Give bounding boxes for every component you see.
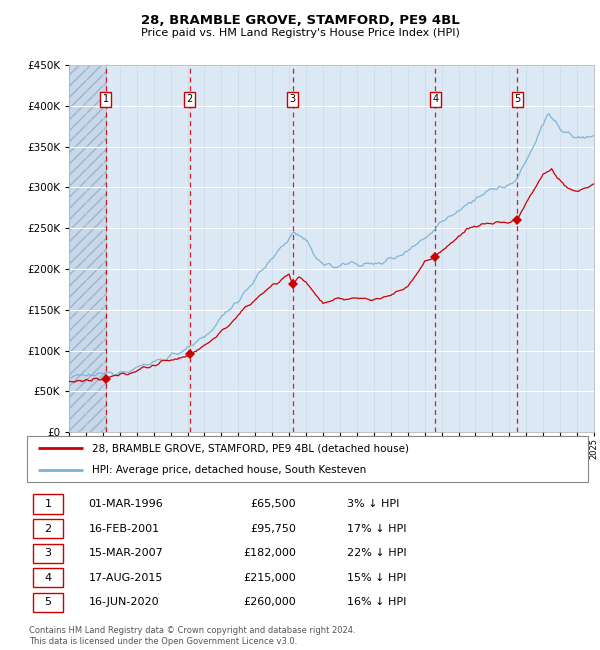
Text: 15-MAR-2007: 15-MAR-2007	[89, 548, 163, 558]
Text: 28, BRAMBLE GROVE, STAMFORD, PE9 4BL (detached house): 28, BRAMBLE GROVE, STAMFORD, PE9 4BL (de…	[92, 443, 409, 453]
Text: 3: 3	[290, 94, 296, 104]
Text: 16-JUN-2020: 16-JUN-2020	[89, 597, 160, 607]
Text: Contains HM Land Registry data © Crown copyright and database right 2024.: Contains HM Land Registry data © Crown c…	[29, 626, 355, 635]
Text: £95,750: £95,750	[250, 523, 296, 534]
Text: 16% ↓ HPI: 16% ↓ HPI	[347, 597, 406, 607]
Text: 1: 1	[44, 499, 52, 509]
Bar	[32, 593, 64, 612]
Text: HPI: Average price, detached house, South Kesteven: HPI: Average price, detached house, Sout…	[92, 465, 366, 474]
Bar	[69, 65, 106, 432]
Text: 2: 2	[187, 94, 193, 104]
Text: 3% ↓ HPI: 3% ↓ HPI	[347, 499, 399, 509]
Bar	[32, 519, 64, 538]
Text: 17-AUG-2015: 17-AUG-2015	[89, 573, 163, 582]
Bar	[69, 65, 106, 432]
Bar	[32, 543, 64, 563]
Text: £215,000: £215,000	[244, 573, 296, 582]
Text: 28, BRAMBLE GROVE, STAMFORD, PE9 4BL: 28, BRAMBLE GROVE, STAMFORD, PE9 4BL	[140, 14, 460, 27]
Text: 16-FEB-2001: 16-FEB-2001	[89, 523, 160, 534]
Text: 1: 1	[103, 94, 109, 104]
Text: £260,000: £260,000	[244, 597, 296, 607]
Text: 4: 4	[432, 94, 439, 104]
Text: 3: 3	[44, 548, 52, 558]
Text: 5: 5	[514, 94, 520, 104]
Text: £65,500: £65,500	[251, 499, 296, 509]
Text: 01-MAR-1996: 01-MAR-1996	[89, 499, 163, 509]
Text: 15% ↓ HPI: 15% ↓ HPI	[347, 573, 406, 582]
Text: 2: 2	[44, 523, 52, 534]
Text: £182,000: £182,000	[244, 548, 296, 558]
Text: This data is licensed under the Open Government Licence v3.0.: This data is licensed under the Open Gov…	[29, 637, 297, 646]
Text: 4: 4	[44, 573, 52, 582]
Text: Price paid vs. HM Land Registry's House Price Index (HPI): Price paid vs. HM Land Registry's House …	[140, 28, 460, 38]
Bar	[32, 568, 64, 587]
Text: 17% ↓ HPI: 17% ↓ HPI	[347, 523, 406, 534]
Text: 22% ↓ HPI: 22% ↓ HPI	[347, 548, 406, 558]
Bar	[32, 495, 64, 514]
Text: 5: 5	[44, 597, 52, 607]
